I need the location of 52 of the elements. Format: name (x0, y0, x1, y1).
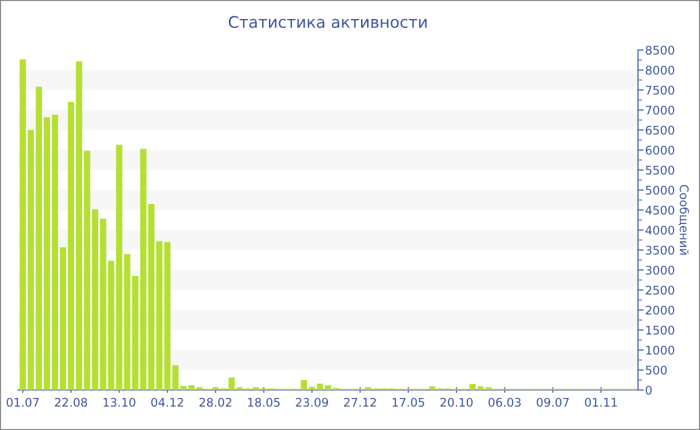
y-tick-label: 5500 (646, 166, 674, 175)
bar (84, 150, 90, 390)
y-tick-label: 6500 (646, 126, 674, 135)
y-tick-label: 8000 (646, 66, 674, 75)
y-tick-label: 7500 (646, 86, 674, 95)
y-tick-label: 5000 (646, 186, 674, 195)
x-tick-label: 01.07 (6, 398, 39, 407)
x-tick-label: 18.05 (248, 398, 280, 407)
x-tick-label: 22.08 (54, 398, 88, 407)
bar (180, 386, 187, 390)
y-tick-label: 3500 (646, 246, 674, 255)
bar (92, 209, 98, 390)
x-tick-label: 09.07 (536, 398, 569, 407)
x-tick-label: 27.12 (344, 398, 376, 407)
chart-title: Статистика активности (228, 16, 427, 28)
bar (324, 385, 332, 390)
bar (300, 380, 308, 390)
bar (316, 384, 324, 390)
x-tick-label: 13.10 (104, 398, 136, 407)
x-tick-label: 04.12 (151, 398, 184, 407)
y-tick-label: 4000 (646, 226, 674, 235)
x-tick-label: 06.03 (488, 398, 521, 407)
bar (60, 247, 66, 390)
y-tick-label: 1500 (646, 326, 674, 335)
bar (172, 365, 179, 390)
y-axis-title: Сообщений (678, 184, 690, 255)
y-tick-label: 2000 (646, 306, 674, 315)
y-tick-label: 6000 (646, 146, 674, 155)
x-tick-label: 17.05 (392, 398, 424, 407)
x-tick-label: 20.10 (440, 398, 473, 407)
y-tick-label: 4500 (646, 206, 674, 215)
y-tick-label: 1000 (646, 346, 674, 355)
y-tick-label: 7000 (646, 106, 674, 115)
bar (68, 102, 74, 390)
x-tick-label: 28.02 (200, 398, 232, 407)
bar (196, 387, 203, 390)
y-tick-label: 2500 (646, 286, 674, 295)
bar (188, 385, 195, 390)
bar (469, 384, 476, 390)
bar (44, 117, 50, 390)
y-tick-label: 8500 (646, 46, 674, 55)
bar (308, 386, 316, 390)
bar (477, 386, 484, 390)
x-tick-label: 01.11 (584, 398, 617, 407)
bar (429, 386, 436, 390)
y-tick-label: 0 (646, 386, 652, 395)
y-tick-label: 500 (646, 366, 667, 375)
bar (76, 61, 82, 390)
bar (212, 387, 219, 390)
x-tick-label: 23.09 (296, 398, 328, 407)
y-tick-label: 3000 (646, 266, 674, 275)
bar (52, 114, 58, 390)
